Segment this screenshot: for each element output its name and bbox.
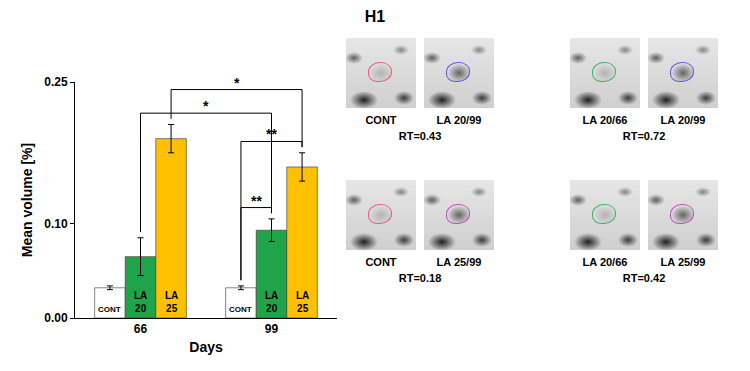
svg-text:LA20: LA20 (265, 290, 278, 314)
html-text:RT=0.72: RT=0.72 (622, 130, 666, 142)
svg-text:**: ** (251, 193, 262, 209)
svg-text:LA20: LA20 (134, 290, 147, 314)
svg-text:CONT: CONT (229, 305, 252, 314)
html-text:LA 20/66: LA 20/66 (582, 114, 628, 126)
svg-text:0.25: 0.25 (44, 75, 68, 89)
svg-text:Mean volume [%]: Mean volume [%] (19, 143, 35, 257)
svg-text:LA25: LA25 (165, 290, 178, 314)
html-text:LA 25/99: LA 25/99 (436, 256, 482, 268)
html-text:LA 25/99: LA 25/99 (660, 256, 706, 268)
svg-text:Days: Days (189, 339, 223, 355)
svg-text:**: ** (266, 126, 277, 142)
svg-text:*: * (203, 98, 209, 114)
html-text:CONT: CONT (365, 256, 397, 268)
svg-text:99: 99 (265, 322, 279, 336)
html-text:RT=0.18: RT=0.18 (398, 272, 442, 284)
svg-text:LA25: LA25 (296, 290, 309, 314)
html-text:RT=0.43: RT=0.43 (398, 130, 442, 142)
html-text:RT=0.42: RT=0.42 (622, 272, 666, 284)
svg-text:*: * (234, 75, 240, 91)
svg-text:CONT: CONT (98, 305, 121, 314)
html-text:CONT: CONT (365, 114, 397, 126)
svg-text:H1: H1 (365, 8, 386, 25)
html-text:LA 20/66: LA 20/66 (582, 256, 628, 268)
html-text:LA 20/99: LA 20/99 (436, 114, 482, 126)
html-text:LA 20/99: LA 20/99 (660, 114, 706, 126)
svg-text:66: 66 (134, 322, 148, 336)
svg-text:0.10: 0.10 (44, 217, 68, 231)
svg-text:0.00: 0.00 (44, 311, 68, 325)
